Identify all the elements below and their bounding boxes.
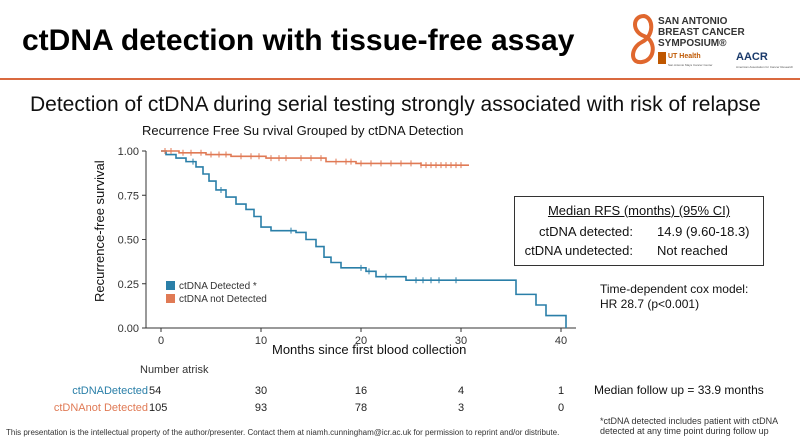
x-tick-label: 10 bbox=[255, 335, 267, 347]
rfs-detected-value: 14.9 (9.60-18.3) bbox=[657, 224, 750, 239]
risk-cell: 4 bbox=[457, 385, 465, 397]
x-axis-title: Months since first blood collection bbox=[272, 342, 466, 357]
km-chart: Recurrence Free Su rvival Grouped by ctD… bbox=[92, 123, 576, 357]
y-axis-title: Recurrence-free survival bbox=[92, 160, 107, 302]
series-group bbox=[161, 148, 567, 328]
rfs-undetected-label: ctDNA undetected: bbox=[524, 243, 633, 258]
x-tick-label: 40 bbox=[555, 335, 567, 347]
legend-swatch-not-detected bbox=[166, 294, 175, 303]
logo-line3: SYMPOSIUM® bbox=[658, 38, 727, 49]
y-tick-label: 0.50 bbox=[118, 235, 139, 247]
y-axis: 0.00 0.25 0.50 0.75 1.00 bbox=[118, 146, 147, 335]
risk-cell: 54 bbox=[149, 385, 162, 397]
legend-label-not-detected: ctDNA not Detected bbox=[179, 294, 267, 305]
x-axis: 0 10 20 30 40 bbox=[146, 327, 576, 347]
logo-line2: BREAST CANCER bbox=[658, 27, 745, 38]
logo-org1: UT Health bbox=[668, 53, 701, 60]
legend-label-detected: ctDNA Detected * bbox=[179, 281, 257, 292]
logo-line1: SAN ANTONIO bbox=[658, 16, 728, 27]
legend-swatch-detected bbox=[166, 281, 175, 290]
y-tick-label: 0.75 bbox=[118, 190, 139, 202]
x-tick-label: 0 bbox=[158, 335, 164, 347]
risk-row-label-not-detected: ctDNAnot Detected bbox=[53, 402, 148, 414]
rfs-undetected-value: Not reached bbox=[657, 243, 728, 258]
cox-model-label: Time-dependent cox model: bbox=[600, 282, 749, 296]
km-curve-not-detected bbox=[161, 150, 469, 166]
copyright-notice: This presentation is the intellectual pr… bbox=[6, 428, 560, 437]
risk-cell: 93 bbox=[254, 402, 268, 414]
sabcs-logo: SAN ANTONIO BREAST CANCER SYMPOSIUM® UT … bbox=[614, 10, 794, 74]
slide-title: ctDNA detection with tissue-free assay bbox=[22, 24, 575, 57]
title-divider bbox=[0, 78, 800, 80]
risk-row-label-detected: ctDNADetected bbox=[72, 385, 148, 397]
risk-table-title: Number atrisk bbox=[140, 364, 209, 376]
logo-org1-sub: San Antonio Mays Cancer Center bbox=[668, 63, 713, 67]
risk-cell: 105 bbox=[149, 402, 168, 414]
rfs-detected-label: ctDNA detected: bbox=[539, 224, 633, 239]
km-curve-detected bbox=[161, 150, 567, 328]
median-rfs-box: Median RFS (months) (95% CI) ctDNA detec… bbox=[514, 196, 764, 266]
sabcs-ribbon-icon: SAN ANTONIO BREAST CANCER SYMPOSIUM® UT … bbox=[631, 13, 794, 69]
risk-cell: 78 bbox=[354, 402, 368, 414]
risk-cell: 3 bbox=[457, 402, 465, 414]
risk-cell: 16 bbox=[354, 385, 368, 397]
y-tick-label: 0.25 bbox=[118, 279, 139, 291]
risk-cell: 0 bbox=[557, 402, 565, 414]
median-follow-up: Median follow up = 33.9 months bbox=[594, 383, 764, 397]
y-tick-label: 0.00 bbox=[118, 323, 139, 335]
chart-title: Recurrence Free Su rvival Grouped by ctD… bbox=[142, 123, 464, 138]
ut-health-icon bbox=[658, 52, 666, 64]
risk-cell: 30 bbox=[254, 385, 268, 397]
x-tick-label: 20 bbox=[355, 335, 367, 347]
logo-org2-sub: American Association for Cancer Research bbox=[736, 65, 794, 69]
median-rfs-header: Median RFS (months) (95% CI) bbox=[547, 203, 731, 218]
y-tick-label: 1.00 bbox=[118, 146, 139, 158]
slide-subtitle: Detection of ctDNA during serial testing… bbox=[30, 93, 761, 116]
legend: ctDNA Detected * ctDNA not Detected bbox=[166, 281, 267, 305]
footnote: *ctDNA detected includes patient with ct… bbox=[600, 416, 778, 436]
logo-org2: AACR bbox=[736, 51, 768, 63]
x-tick-label: 30 bbox=[455, 335, 467, 347]
cox-hazard-ratio: HR 28.7 (p<0.001) bbox=[600, 297, 700, 311]
risk-cell: 1 bbox=[557, 385, 565, 397]
